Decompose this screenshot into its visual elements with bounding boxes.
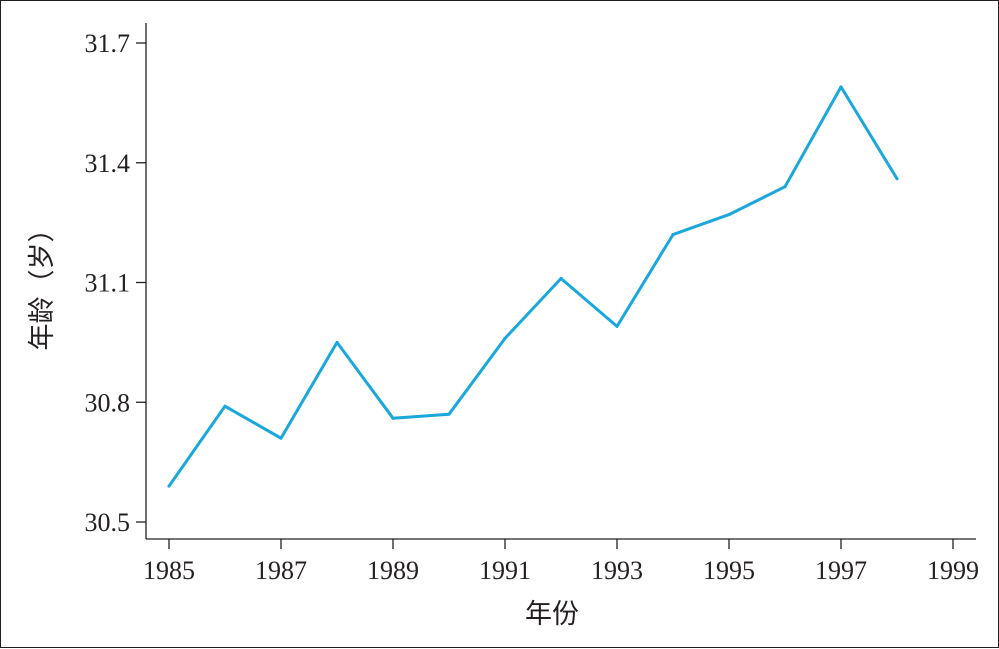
data-point (895, 177, 899, 181)
x-tick-label: 1999 (927, 556, 979, 585)
x-tick-label: 1985 (143, 556, 195, 585)
x-axis-title: 年份 (525, 599, 579, 630)
data-point (223, 404, 227, 408)
data-point (167, 484, 171, 488)
x-tick-label: 1993 (591, 556, 643, 585)
ticks: 30.5 30.8 31.1 31.4 31.7 1985 1987 1989 1991 1993… (85, 29, 980, 585)
data-point (839, 85, 843, 89)
series-group (167, 85, 899, 488)
data-point (391, 416, 395, 420)
data-point (727, 213, 731, 217)
data-point (503, 336, 507, 340)
series-line (167, 85, 899, 488)
y-tick-label: 31.7 (85, 29, 131, 58)
data-point (279, 436, 283, 440)
x-tick-label: 1995 (703, 556, 755, 585)
x-tick-label: 1987 (255, 556, 307, 585)
data-point (447, 412, 451, 416)
data-point (615, 324, 619, 328)
y-axis-title: 年龄（岁） (27, 216, 58, 351)
x-tick-label: 1989 (367, 556, 419, 585)
x-tick-label: 1997 (815, 556, 867, 585)
data-point (559, 277, 563, 280)
data-point (335, 340, 339, 344)
x-tick-label: 1991 (479, 556, 531, 585)
y-tick-label: 30.8 (85, 388, 131, 417)
data-point (671, 233, 675, 237)
data-point (783, 185, 787, 189)
y-tick-label: 30.5 (85, 508, 131, 537)
y-tick-label: 31.4 (85, 149, 131, 178)
y-tick-label: 31.1 (85, 269, 131, 298)
axes (145, 23, 976, 540)
